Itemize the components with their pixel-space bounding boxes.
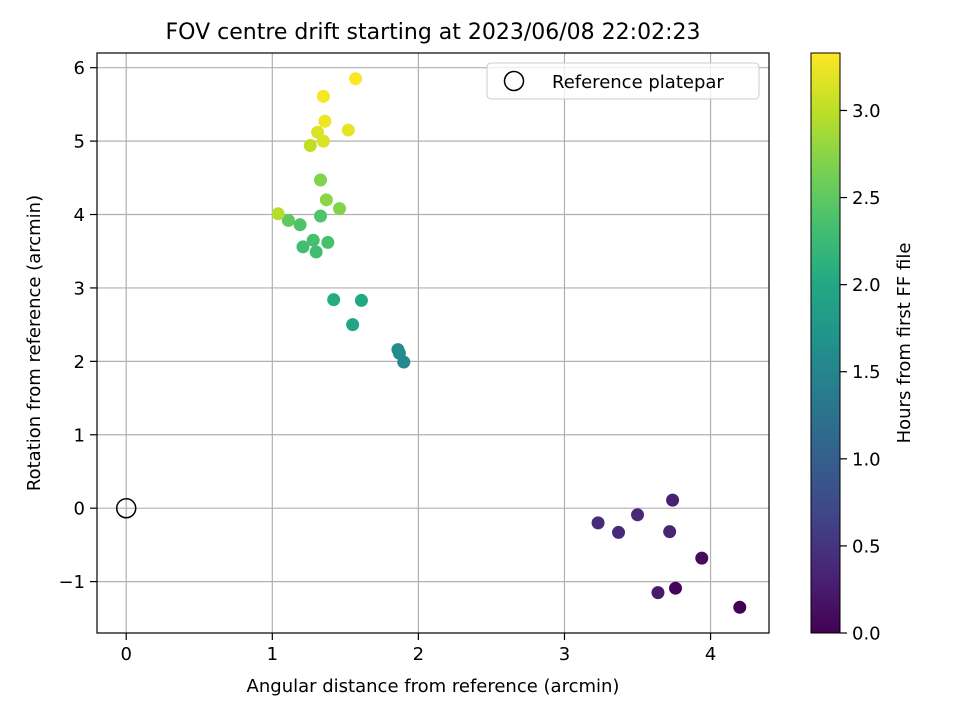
- y-tick-label: 2: [74, 352, 85, 373]
- colorbar: 0.0 0.5 1.0 1.5 2.0 2.5 3.0 Hours from first F…: [810, 52, 915, 645]
- reference-platepar-marker: [115, 497, 137, 519]
- data-point: [309, 245, 323, 259]
- reference-marker-layer: [115, 497, 137, 519]
- data-point: [354, 293, 368, 307]
- data-points: [271, 72, 747, 614]
- y-axis-label: Rotation from reference (arcmin): [24, 195, 45, 491]
- data-point: [666, 493, 680, 507]
- legend-box: [486, 62, 760, 100]
- data-point: [333, 202, 347, 216]
- data-point: [349, 72, 363, 86]
- colorbar-tick-label: 2.0: [852, 275, 881, 296]
- data-point: [651, 586, 665, 600]
- colorbar-tick-label: 2.5: [852, 188, 881, 209]
- x-tick-label: 3: [559, 644, 570, 665]
- data-point: [318, 114, 332, 128]
- y-tick-label: 5: [74, 132, 85, 153]
- data-point: [695, 551, 709, 565]
- colorbar-gradient: [810, 52, 841, 634]
- data-point: [631, 508, 645, 522]
- colorbar-tick-label: 3.0: [852, 101, 881, 122]
- colorbar-tick-label: 0.0: [852, 624, 881, 645]
- x-axis-label: Angular distance from reference (arcmin): [247, 676, 620, 697]
- legend: Reference platepar: [486, 62, 760, 100]
- plot-frame: [96, 52, 770, 634]
- data-point: [591, 516, 605, 530]
- data-point: [346, 318, 360, 332]
- x-tick-label: 0: [120, 644, 131, 665]
- y-tick-label: 0: [74, 499, 85, 520]
- data-point: [306, 233, 320, 247]
- x-tick-label: 1: [267, 644, 278, 665]
- y-tick-label: 4: [74, 205, 85, 226]
- x-axis-ticks: 0 1 2 3 4: [120, 633, 716, 665]
- data-point: [391, 343, 405, 357]
- grid: [97, 53, 769, 633]
- y-tick-label: 1: [74, 425, 85, 446]
- data-point: [316, 89, 330, 103]
- data-point: [303, 139, 317, 153]
- data-point: [271, 207, 285, 221]
- data-point: [663, 525, 677, 539]
- data-point: [669, 581, 683, 595]
- legend-reference-marker: [503, 70, 525, 92]
- data-point: [733, 600, 747, 614]
- colorbar-ticks: 0.0 0.5 1.0 1.5 2.0 2.5 3.0: [840, 101, 881, 645]
- data-point: [296, 240, 310, 254]
- colorbar-tick-label: 1.5: [852, 362, 881, 383]
- data-point: [314, 173, 328, 187]
- data-point: [293, 218, 307, 232]
- colorbar-tick-label: 1.0: [852, 449, 881, 470]
- y-axis-ticks: −1 0 1 2 3 4 5 6: [58, 58, 97, 593]
- data-point: [281, 213, 295, 227]
- data-point: [612, 525, 626, 539]
- data-point: [314, 209, 328, 223]
- y-tick-label: 3: [74, 278, 85, 299]
- colorbar-tick-label: 0.5: [852, 536, 881, 557]
- data-point: [311, 125, 325, 139]
- y-tick-label: 6: [74, 58, 85, 79]
- x-tick-label: 4: [705, 644, 716, 665]
- y-tick-label: −1: [58, 572, 85, 593]
- x-tick-label: 2: [413, 644, 424, 665]
- chart-title: FOV centre drift starting at 2023/06/08 …: [166, 20, 701, 45]
- legend-entry-label: Reference platepar: [552, 72, 724, 93]
- data-point: [319, 193, 333, 207]
- colorbar-label: Hours from first FF file: [894, 243, 915, 444]
- data-point: [321, 235, 335, 249]
- data-point: [341, 123, 355, 137]
- data-point: [327, 293, 341, 307]
